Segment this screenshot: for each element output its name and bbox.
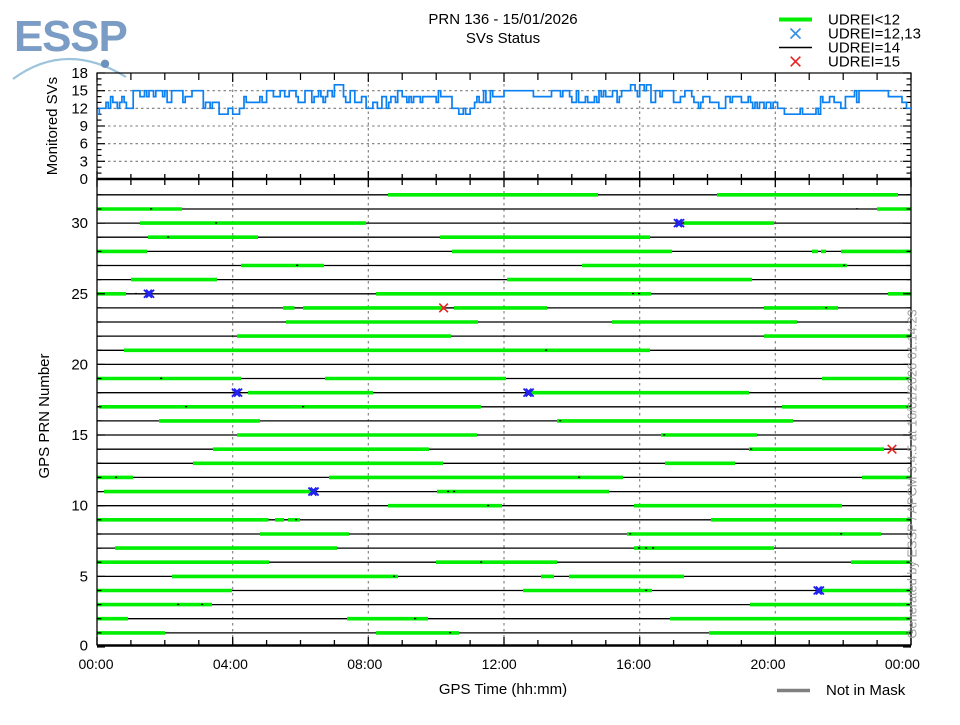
svg-text:12:00: 12:00 (482, 656, 517, 672)
svg-text:SVs Status: SVs Status (466, 30, 540, 47)
svg-text:15: 15 (71, 427, 88, 444)
svg-text:ESSP: ESSP (14, 12, 127, 61)
svg-text:5: 5 (80, 568, 88, 585)
svg-text:00:00: 00:00 (78, 656, 113, 672)
svg-text:15: 15 (71, 83, 88, 100)
svg-text:UDREI=15: UDREI=15 (828, 54, 900, 71)
svg-text:9: 9 (80, 118, 88, 135)
svg-text:18: 18 (71, 65, 88, 82)
svg-text:04:00: 04:00 (213, 656, 248, 672)
svg-text:0: 0 (80, 171, 88, 188)
svg-text:30: 30 (71, 215, 88, 232)
svg-text:25: 25 (71, 286, 88, 303)
svg-text:GPS Time (hh:mm): GPS Time (hh:mm) (439, 681, 567, 698)
svg-text:20:00: 20:00 (750, 656, 785, 672)
svg-text:3: 3 (80, 153, 88, 170)
svg-text:UDREI<12: UDREI<12 (828, 12, 900, 29)
svg-text:12: 12 (71, 100, 88, 117)
svg-text:0: 0 (80, 638, 88, 655)
svg-text:UDREI=12,13: UDREI=12,13 (828, 26, 921, 43)
svg-text:PRN 136 - 15/01/2026: PRN 136 - 15/01/2026 (428, 11, 577, 28)
svg-text:6: 6 (80, 136, 88, 153)
svg-text:Monitored SVs: Monitored SVs (44, 77, 61, 175)
svg-text:GPS PRN Number: GPS PRN Number (36, 353, 53, 478)
svg-text:08:00: 08:00 (347, 656, 382, 672)
svg-text:UDREI=14: UDREI=14 (828, 40, 900, 57)
svg-text:00:00: 00:00 (885, 656, 920, 672)
svg-text:Generated by ESSP / APCM 3.4.5: Generated by ESSP / APCM 3.4.5 at 16/01/… (905, 309, 920, 638)
svg-text:20: 20 (71, 356, 88, 373)
svg-text:Not in Mask: Not in Mask (826, 682, 906, 699)
svg-text:16:00: 16:00 (616, 656, 651, 672)
svg-text:10: 10 (71, 498, 88, 515)
